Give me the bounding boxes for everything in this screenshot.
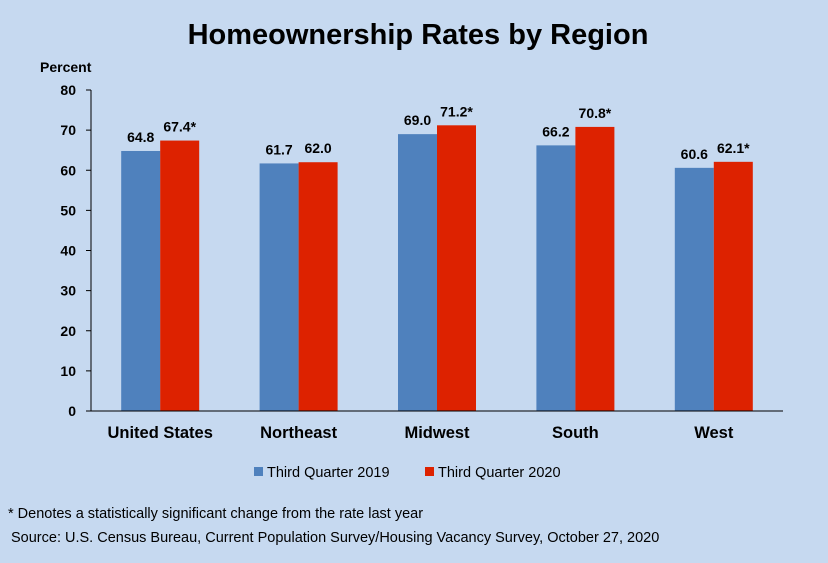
data-label: 61.7 <box>265 141 292 157</box>
data-label: 62.0 <box>304 140 331 156</box>
bar-2020-south <box>575 126 615 411</box>
data-label: 60.6 <box>681 146 708 162</box>
data-label: 71.2* <box>440 103 473 119</box>
data-labels-group: 64.8 67.4* 61.7 62.0 69.0 71.2* 66.2 70.8* 60.6 6… <box>127 103 750 162</box>
data-label: 64.8 <box>127 129 154 145</box>
source-note: Source: U.S. Census Bureau, Current Popu… <box>11 530 660 546</box>
x-category-label: United States <box>107 424 212 442</box>
y-tick-label: 10 <box>60 363 76 379</box>
significance-footnote: * Denotes a statistically significant ch… <box>8 506 424 522</box>
y-tick-label: 0 <box>68 403 76 419</box>
data-label: 66.2 <box>542 123 569 139</box>
bar-2019-south <box>536 145 576 411</box>
bar-2019-midwest <box>398 134 437 411</box>
bar-2020-midwest <box>437 125 476 411</box>
legend: Third Quarter 2019 Third Quarter 2020 <box>254 465 561 481</box>
bar-2020-united-states <box>160 140 200 411</box>
legend-label: Third Quarter 2020 <box>438 465 561 481</box>
data-label: 70.8* <box>579 105 612 121</box>
x-category-label: South <box>552 424 599 442</box>
bar-2020-west <box>713 161 753 411</box>
legend-label: Third Quarter 2019 <box>267 465 390 481</box>
legend-swatch-2019 <box>254 467 263 476</box>
y-tick-label: 60 <box>60 162 76 178</box>
data-label: 62.1* <box>717 140 750 156</box>
bar-2019-united-states <box>121 150 161 412</box>
bar-series-group <box>121 125 753 412</box>
bar-2019-northeast <box>259 163 299 411</box>
y-axis-ticks: 0 10 20 30 40 50 60 70 80 <box>60 82 91 419</box>
x-category-label: Northeast <box>260 424 338 442</box>
y-tick-label: 20 <box>60 323 76 339</box>
data-label: 69.0 <box>404 112 431 128</box>
y-tick-label: 40 <box>60 243 76 259</box>
y-tick-label: 50 <box>60 202 76 218</box>
y-tick-label: 80 <box>60 82 76 98</box>
chart-title: Homeownership Rates by Region <box>188 19 649 51</box>
x-category-label: Midwest <box>404 424 470 442</box>
y-tick-label: 70 <box>60 122 76 138</box>
y-tick-label: 30 <box>60 283 76 299</box>
data-label: 67.4* <box>163 119 196 135</box>
legend-swatch-2020 <box>425 467 434 476</box>
y-axis-label: Percent <box>40 59 92 75</box>
x-category-label: West <box>694 424 734 442</box>
bar-2020-northeast <box>298 162 338 411</box>
x-axis-labels: United States Northeast Midwest South West <box>107 424 733 442</box>
bar-2019-west <box>674 167 714 411</box>
